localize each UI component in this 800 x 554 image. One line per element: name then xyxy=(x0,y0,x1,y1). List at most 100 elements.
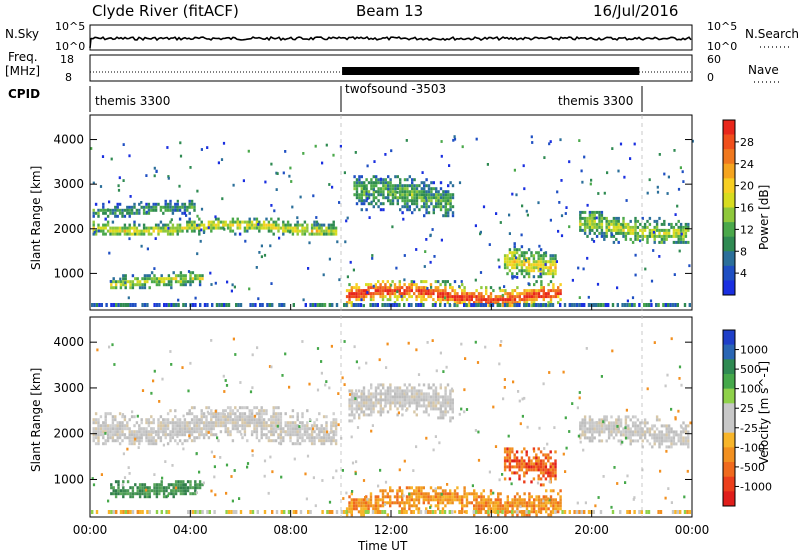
heatmap-cell xyxy=(683,495,686,499)
heatmap-cell xyxy=(260,424,263,428)
heatmap-cell xyxy=(111,226,115,230)
heatmap-cell xyxy=(270,204,273,207)
heatmap-cell xyxy=(591,421,594,425)
heatmap-cell xyxy=(355,295,358,299)
heatmap-cell xyxy=(127,466,130,469)
heatmap-cell xyxy=(422,398,426,402)
heatmap-cell xyxy=(131,410,134,414)
heatmap-cell xyxy=(100,303,103,307)
heatmap-cell xyxy=(201,510,204,514)
heatmap-cell xyxy=(301,421,304,425)
heatmap-cell xyxy=(166,427,170,431)
heatmap-cell xyxy=(423,187,426,191)
heatmap-cell xyxy=(406,395,409,399)
heatmap-cell xyxy=(155,510,159,514)
heatmap-cell xyxy=(612,430,616,434)
heatmap-cell xyxy=(164,202,167,206)
heatmap-cell xyxy=(164,223,167,227)
heatmap-cell xyxy=(315,418,319,422)
heatmap-cell xyxy=(554,471,557,475)
heatmap-cell xyxy=(193,223,196,227)
heatmap-cell xyxy=(530,468,533,472)
heatmap-cell xyxy=(591,237,594,241)
heatmap-cell xyxy=(600,222,604,226)
heatmap-cell xyxy=(415,504,418,508)
heatmap-cell xyxy=(202,412,206,416)
heatmap-cell xyxy=(520,450,524,454)
heatmap-cell xyxy=(122,480,125,484)
heatmap-cell xyxy=(222,374,225,378)
heatmap-cell xyxy=(274,421,278,425)
heatmap-cell xyxy=(477,458,481,462)
heatmap-cell xyxy=(375,175,378,179)
heatmap-cell xyxy=(532,447,536,451)
heatmap-cell xyxy=(200,427,203,431)
heatmap-cell xyxy=(135,232,139,236)
heatmap-cell xyxy=(520,233,523,237)
heatmap-cell xyxy=(492,504,495,508)
heatmap-cell xyxy=(425,190,428,194)
heatmap-cell xyxy=(116,427,119,431)
heatmap-cell xyxy=(512,380,515,384)
heatmap-cell xyxy=(501,304,505,308)
heatmap-cell xyxy=(489,298,493,302)
heatmap-cell xyxy=(124,281,127,285)
heatmap-cell xyxy=(525,513,529,517)
heatmap-cell xyxy=(229,226,232,230)
heatmap-cell xyxy=(274,418,278,422)
heatmap-cell xyxy=(169,350,172,353)
heatmap-cell xyxy=(108,200,111,204)
heatmap-cell xyxy=(154,208,158,212)
heatmap-cell xyxy=(154,223,158,227)
heatmap-cell xyxy=(121,214,124,218)
heatmap-cell xyxy=(193,226,196,230)
heatmap-cell xyxy=(413,193,416,197)
heatmap-cell xyxy=(470,501,473,505)
heatmap-cell xyxy=(441,495,445,499)
heatmap-cell xyxy=(279,436,283,440)
heatmap-cell xyxy=(239,510,243,514)
heatmap-cell xyxy=(444,292,447,296)
heatmap-cell xyxy=(353,395,356,399)
heatmap-cell xyxy=(418,184,421,188)
heatmap-cell xyxy=(243,226,247,230)
heatmap-cell xyxy=(291,205,294,209)
heatmap-cell xyxy=(663,237,666,241)
heatmap-cell xyxy=(612,228,616,232)
heatmap-cell xyxy=(670,445,673,449)
heatmap-cell xyxy=(415,190,419,194)
heatmap-cell xyxy=(631,303,634,307)
heatmap-cell xyxy=(314,504,317,508)
heatmap-cell xyxy=(475,492,478,496)
heatmap-cell xyxy=(415,298,418,302)
heatmap-cell xyxy=(527,459,531,463)
heatmap-cell xyxy=(260,412,263,416)
heatmap-cell xyxy=(484,303,487,307)
heatmap-cell xyxy=(248,418,251,422)
heatmap-cell xyxy=(222,412,225,416)
heatmap-cell xyxy=(241,421,244,425)
heatmap-cell xyxy=(482,489,485,493)
heatmap-cell xyxy=(315,433,319,437)
heatmap-cell xyxy=(318,436,321,440)
heatmap-cell xyxy=(525,462,528,466)
heatmap-cell xyxy=(181,421,184,425)
heatmap-cell xyxy=(172,277,175,281)
heatmap-cell xyxy=(439,498,442,502)
heatmap-cell xyxy=(670,439,673,443)
heatmap-cell xyxy=(373,160,376,163)
heatmap-cell xyxy=(485,292,488,296)
heatmap-cell xyxy=(513,266,516,270)
heatmap-cell xyxy=(610,430,613,434)
heatmap-cell xyxy=(97,229,100,233)
heatmap-cell xyxy=(650,279,654,283)
heatmap-cell xyxy=(358,184,361,188)
heatmap-cell xyxy=(607,222,611,226)
heatmap-cell xyxy=(408,401,411,405)
heatmap-cell xyxy=(379,410,382,414)
heatmap-cell xyxy=(473,301,476,305)
heatmap-cell xyxy=(233,285,236,289)
heatmap-cell xyxy=(667,175,670,179)
heatmap-cell xyxy=(234,406,237,410)
heatmap-cell xyxy=(420,286,423,290)
